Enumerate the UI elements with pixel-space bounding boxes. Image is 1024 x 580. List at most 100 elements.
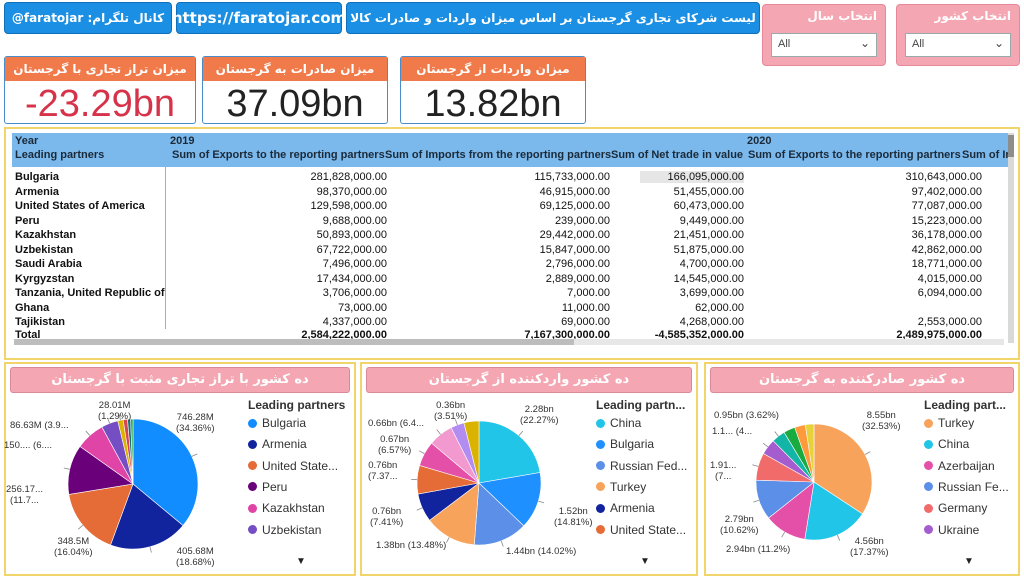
slice-leader-line [416,507,423,511]
partners-header[interactable]: Leading partners [15,149,105,161]
column-divider [165,133,166,339]
pie-data-label: 1.91... (7... [710,460,736,482]
table-row[interactable]: Bulgaria 281,828,000.00 115,733,000.00 166,… [12,171,1012,186]
legend-item[interactable]: Armenia [596,501,655,515]
website-label: https://faratojar.com [171,9,347,27]
partner-name: United States of America [15,200,145,212]
table-row[interactable]: United States of America 129,598,000.00 69… [12,200,1012,215]
table-row[interactable]: Tanzania, United Republic of 3,706,000.00… [12,287,1012,302]
pie-data-label: 1.52bn (14.81%) [554,506,593,528]
pie-data-label: 1.38bn (13.48%) [376,540,446,551]
pie-chart-exporters [752,423,873,541]
partner-name: Bulgaria [15,171,60,183]
table-row[interactable]: Peru 9,688,000.00 239,000.00 9,449,000.00 15… [12,215,1012,230]
kpi-value: -23.29bn [24,83,175,125]
legend-item[interactable]: China [596,416,641,430]
pie-data-label: 86.63M (3.9... [10,420,69,431]
pie-slice[interactable] [132,418,199,526]
legend-item[interactable]: Turkey [924,416,974,430]
year-2019-header[interactable]: 2019 [170,135,195,147]
pie-data-label: 2.28bn (22.27%) [520,404,559,426]
col-net-trade-2019[interactable]: Sum of Net trade in value [611,149,744,161]
table-cell: 4,268,000.00 [679,316,744,328]
table-cell: 7,000.00 [567,287,610,299]
legend-label: China [610,416,642,430]
legend-item[interactable]: Azerbaijan [924,459,995,473]
pie-data-label: 1.1... (4... [712,426,752,437]
pie-slice[interactable] [473,482,525,546]
col-imports-2020[interactable]: Sum of In [962,149,1012,161]
pie-label-percent: (7.37... [368,471,398,482]
legend-title: Leading partn... [596,398,686,412]
legend-item[interactable]: United State... [596,523,686,537]
legend-item[interactable]: Armenia [248,437,307,451]
pie-panel-exporters: ده کشور صادرکننده به گرجستان Leading par… [704,362,1020,576]
slice-leader-line [752,464,759,467]
table-row[interactable]: Kyrgyzstan 17,434,000.00 2,889,000.00 14,54… [12,273,1012,288]
pie-label-percent: (1.29%) [98,411,132,422]
vertical-scroll-thumb[interactable] [1008,135,1014,157]
table-row[interactable]: Ghana 73,000.00 11,000.00 62,000.00 [12,302,1012,317]
pie-slice[interactable] [478,420,541,484]
legend-item[interactable]: Bulgaria [596,437,654,451]
pie-label-percent: (7.41%) [370,517,404,528]
table-row[interactable]: Saudi Arabia 7,496,000.00 2,796,000.00 4,70… [12,258,1012,273]
pie-slice[interactable] [804,423,815,483]
pie-label-percent: (3.51%) [434,411,468,422]
legend-label: China [938,437,970,452]
pie-slice[interactable] [68,483,134,546]
kpi-imports: میزان واردات از گرجستان 13.82bn [400,56,586,125]
slice-leader-line [107,417,110,424]
pie-data-label: 746.28M (34.36%) [176,412,215,434]
table-header: Year 2019 2020 Leading partners Sum of E… [12,133,1012,167]
legend-item[interactable]: Ukraine [924,523,979,537]
slice-leader-line [454,419,458,426]
legend-item[interactable]: Germany [924,501,987,515]
legend-item[interactable]: Russian Fed... [596,459,687,473]
pie-slice[interactable] [130,418,134,485]
legend-item[interactable]: Turkey [596,480,646,494]
pie-slice[interactable] [804,481,863,541]
pie-slice[interactable] [463,420,480,484]
pie-slice[interactable] [429,482,480,546]
legend-item[interactable]: Peru [248,480,287,494]
country-filter-dropdown[interactable]: All ⌄ [905,33,1011,57]
legend-item[interactable]: Kazakhstan [248,501,325,515]
pie-chart-positive-balance [63,414,199,553]
year-2020-header[interactable]: 2020 [747,135,772,147]
legend-label: Bulgaria [610,437,655,452]
slice-leader-line [418,450,425,455]
col-imports-2019[interactable]: Sum of Imports from the reporting partne… [385,149,612,161]
pie-slice[interactable] [478,472,542,527]
more-legend-icon[interactable]: ▼ [964,556,974,567]
vertical-scrollbar[interactable] [1008,133,1014,343]
slice-leader-line [149,546,152,553]
pie-label-percent: (6.57%) [378,445,412,456]
table-cell: 51,455,000.00 [673,185,744,198]
country-filter-value: All [912,38,925,50]
legend-item[interactable]: Russian Fe... [924,480,1009,494]
table-row[interactable]: Kazakhstan 50,893,000.00 29,442,000.00 21,4… [12,229,1012,244]
col-exports-2020[interactable]: Sum of Exports to the reporting partners [748,149,961,161]
pie-data-label: 256.17... (11.7... [6,484,43,506]
more-legend-icon[interactable]: ▼ [640,556,650,567]
table-cell: 62,000.00 [695,301,744,314]
legend-item[interactable]: Uzbekistan [248,523,321,537]
website-link[interactable]: https://faratojar.com [172,2,346,34]
table-cell: 60,473,000.00 [673,200,744,212]
slice-leader-line [864,451,871,455]
kpi-trade-balance: میزان تراز تجاری با گرجستان -23.29bn [4,56,196,125]
more-legend-icon[interactable]: ▼ [296,556,306,567]
legend-item[interactable]: Bulgaria [248,416,306,430]
col-exports-2019[interactable]: Sum of Exports to the reporting partners [172,149,385,161]
legend-item[interactable]: United State... [248,459,338,473]
year-filter-dropdown[interactable]: All ⌄ [771,33,877,57]
kpi-value: 13.82bn [424,83,562,125]
partner-name: Tanzania, United Republic of [15,287,165,299]
table-row[interactable]: Uzbekistan 67,722,000.00 15,847,000.00 51,8… [12,244,1012,259]
legend-item[interactable]: China [924,437,969,451]
table-row[interactable]: Armenia 98,370,000.00 46,915,000.00 51,455,… [12,186,1012,201]
horizontal-scroll-thumb[interactable] [14,339,574,345]
table-cell: 4,337,000.00 [322,316,387,328]
table-row[interactable]: Tajikistan 4,337,000.00 69,000.00 4,268,000… [12,316,1012,331]
